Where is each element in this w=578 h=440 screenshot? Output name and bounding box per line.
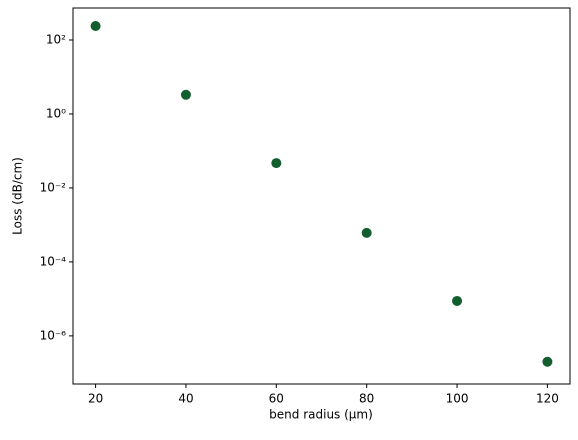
plot-frame [72,7,571,385]
y-axis-label: Loss (dB/cm) [11,157,25,235]
x-tick-label: 120 [536,392,559,406]
x-tick-label: 40 [178,392,193,406]
x-tick-label: 20 [88,392,103,406]
x-tick-label: 80 [359,392,374,406]
x-axis-label: bend radius (μm) [269,408,373,422]
x-tick-label: 60 [269,392,284,406]
data-point [180,89,191,100]
data-point [542,356,553,367]
y-tick-label: 10⁻⁶ [40,328,67,342]
data-point [361,227,372,238]
y-tick-label: 10⁻⁴ [40,254,67,268]
y-tick-label: 10² [46,32,66,46]
y-tick-label: 10⁻² [40,180,67,194]
x-tick-label: 100 [446,392,469,406]
data-point [452,295,463,306]
data-point [90,21,101,32]
y-tick-label: 10⁰ [46,106,66,120]
data-point [271,158,282,169]
